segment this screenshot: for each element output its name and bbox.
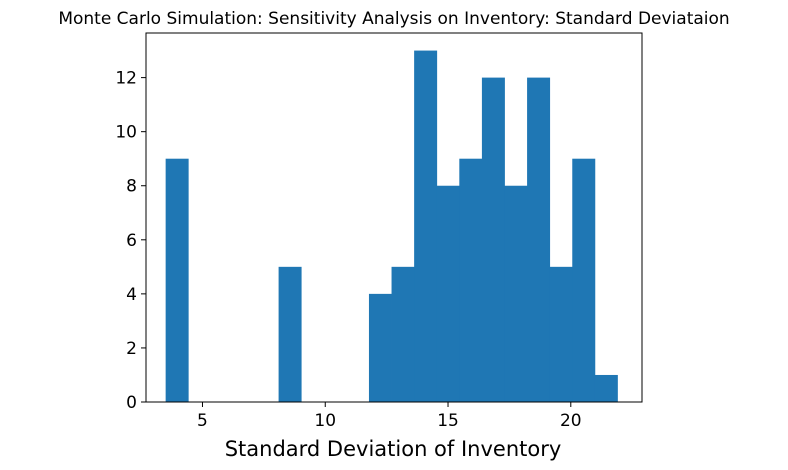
y-tick-label: 2 [126,339,137,359]
histogram-bar-13 [459,158,483,402]
x-axis-ticks: 5 10 15 20 [197,402,582,431]
histogram-bar-11 [414,50,438,402]
histogram-bar-15 [504,185,528,402]
histogram-bar-0 [165,158,189,402]
histogram-bar-16 [527,77,551,402]
bars-group [165,50,618,402]
histogram-bar-12 [436,185,460,402]
y-tick-label: 4 [126,285,137,305]
y-tick-label: 8 [126,177,137,197]
y-tick-label: 10 [115,123,137,143]
y-axis-ticks: 0 2 4 6 8 10 12 [115,69,146,413]
x-axis-label: Standard Deviation of Inventory [225,437,562,461]
y-tick-label: 0 [126,393,137,413]
histogram-bar-10 [391,266,415,402]
histogram-bar-18 [572,158,596,402]
plot-frame [145,32,643,403]
histogram-bar-14 [481,77,505,402]
histogram-bar-5 [278,266,302,402]
histogram-bar-9 [368,293,392,402]
x-tick-label: 20 [560,411,582,431]
histogram-bar-17 [549,266,573,402]
x-tick-label: 5 [197,411,208,431]
y-tick-label: 12 [115,69,137,89]
histogram-bar-19 [594,374,618,402]
x-tick-label: 15 [437,411,459,431]
chart-title: Monte Carlo Simulation: Sensitivity Anal… [58,9,729,29]
y-tick-label: 6 [126,231,137,251]
x-tick-label: 10 [314,411,336,431]
